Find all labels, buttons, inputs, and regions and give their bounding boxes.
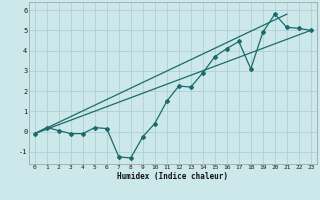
X-axis label: Humidex (Indice chaleur): Humidex (Indice chaleur) bbox=[117, 172, 228, 181]
